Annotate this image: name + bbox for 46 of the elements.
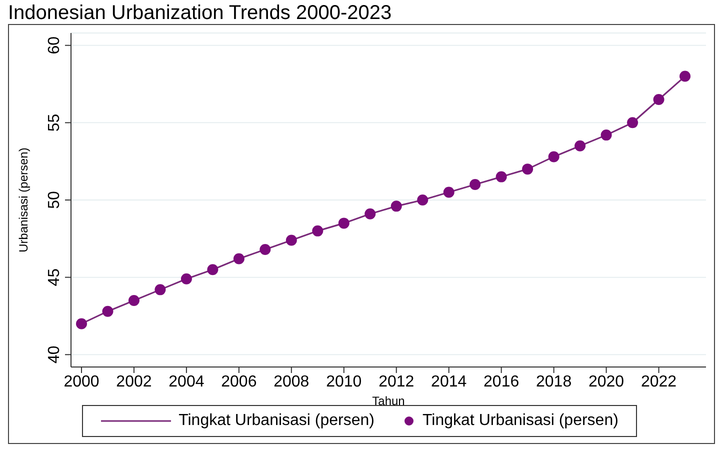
point <box>180 273 192 284</box>
x-tick-label: 2012 <box>378 373 414 390</box>
point <box>76 318 87 330</box>
point <box>286 234 297 246</box>
x-tick-label: 2006 <box>221 373 257 390</box>
x-tick-label: 2000 <box>64 373 100 390</box>
point <box>522 164 534 175</box>
x-tick-label: 2014 <box>431 373 467 390</box>
point <box>470 179 481 190</box>
y-tick-label: 55 <box>46 114 63 132</box>
point <box>128 295 140 306</box>
point <box>364 208 376 220</box>
x-tick-label: 2022 <box>640 373 677 390</box>
x-tick-label: 2018 <box>536 373 572 390</box>
point <box>338 218 350 229</box>
x-tick-label: 2008 <box>274 373 310 390</box>
x-tick-label: 2002 <box>116 373 152 390</box>
point <box>260 244 271 255</box>
y-axis-title: Urbanisasi (persen) <box>16 148 30 252</box>
legend-label: Tingkat Urbanisasi (persen) <box>422 412 618 430</box>
point <box>233 253 244 264</box>
point <box>207 264 218 276</box>
y-tick-label: 60 <box>46 36 63 54</box>
point <box>600 130 612 141</box>
point <box>627 117 638 128</box>
x-tick-label: 2004 <box>168 373 204 390</box>
point <box>653 94 664 105</box>
point <box>680 70 691 82</box>
chart-title: Indonesian Urbanization Trends 2000-2023 <box>8 2 393 24</box>
y-tick-label: 40 <box>46 346 63 364</box>
point <box>417 194 428 206</box>
x-tick-label: 2020 <box>588 373 624 390</box>
legend-label: Tingkat Urbanisasi (persen) <box>178 412 374 430</box>
x-tick-label: 2016 <box>484 373 520 390</box>
point <box>443 186 454 198</box>
point <box>548 151 560 162</box>
point <box>390 200 402 212</box>
x-tick-label: 2010 <box>326 373 362 390</box>
y-tick-label: 45 <box>46 268 63 286</box>
point <box>102 306 114 317</box>
point <box>154 284 166 296</box>
point <box>574 140 586 152</box>
x-axis-title: Tahun <box>372 394 405 408</box>
point <box>496 171 507 182</box>
point <box>312 225 324 236</box>
y-tick-label: 50 <box>46 191 63 209</box>
